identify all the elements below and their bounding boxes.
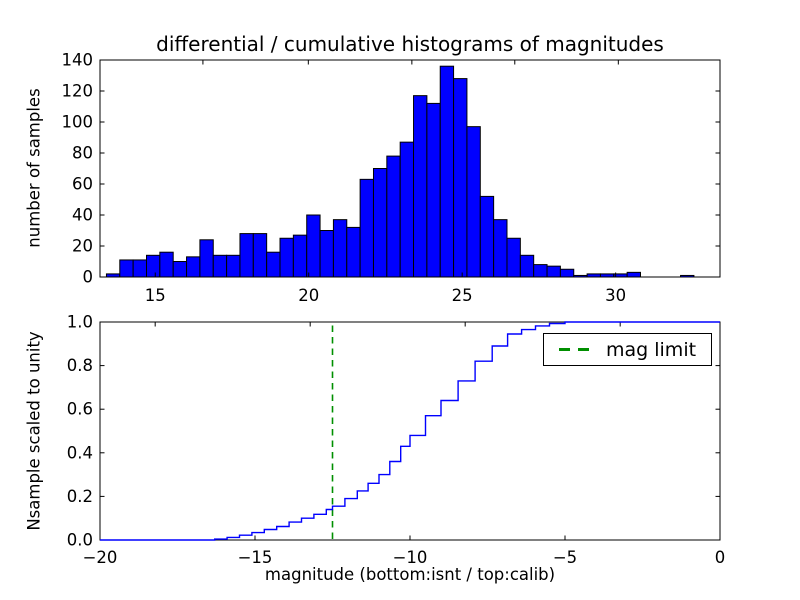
- y-tick-label: 120: [62, 82, 94, 101]
- histogram-bar: [453, 78, 468, 278]
- histogram-bar: [239, 233, 254, 278]
- histogram-bar: [372, 168, 388, 278]
- histogram-bar: [292, 234, 308, 278]
- histogram-bar: [439, 65, 455, 278]
- x-tick-label: −20: [83, 548, 118, 567]
- x-tick-label: −15: [238, 548, 273, 567]
- histogram-bar: [493, 219, 508, 278]
- histogram-bar: [479, 195, 495, 278]
- histogram-bar: [186, 256, 201, 278]
- histogram-bar: [226, 254, 241, 278]
- legend: mag limit: [543, 333, 712, 366]
- histogram-bar: [252, 233, 268, 278]
- y-tick-label: 140: [62, 51, 94, 70]
- x-tick-label: −10: [393, 548, 428, 567]
- histogram-bar: [533, 264, 548, 278]
- y-tick-label: 0.4: [67, 443, 93, 462]
- y-tick-label: 0.0: [67, 531, 93, 550]
- y-tick-label: 1.0: [67, 313, 93, 332]
- histogram-bar: [346, 226, 361, 278]
- legend-dashed-line-icon: [559, 348, 570, 351]
- y-tick-label: 0.8: [67, 356, 93, 375]
- chart-title: differential / cumulative histograms of …: [156, 32, 664, 56]
- cumulative-step-curve: [100, 321, 720, 541]
- histogram-bar: [466, 126, 481, 278]
- histogram-bar: [199, 239, 214, 278]
- y-tick-label: 0.2: [67, 487, 93, 506]
- x-tick-label: 15: [145, 286, 166, 305]
- histogram-bar: [266, 251, 281, 278]
- histogram-bar: [212, 254, 228, 278]
- y-tick-label: 80: [72, 144, 93, 163]
- histogram-bar: [506, 237, 521, 278]
- histogram-bar: [386, 155, 401, 278]
- y-tick-label: 100: [62, 113, 94, 132]
- x-tick-label: 0: [715, 548, 726, 567]
- y-tick-label: 40: [72, 206, 93, 225]
- y-tick-label: 0: [83, 268, 94, 287]
- histogram-bar: [426, 102, 441, 278]
- histogram-bar: [546, 265, 561, 278]
- x-tick-label: 20: [298, 286, 319, 305]
- histogram-bar: [332, 219, 348, 278]
- histogram-bar: [306, 214, 321, 278]
- x-tick-label: 30: [605, 286, 626, 305]
- histogram-bar: [519, 254, 535, 278]
- histogram-bar: [172, 261, 188, 278]
- histogram-bar: [559, 268, 575, 278]
- x-tick-label: 25: [452, 286, 473, 305]
- x-axis-label: magnitude (bottom:isnt / top:calib): [264, 565, 556, 584]
- bottom-y-axis-label: Nsample scaled to unity: [24, 331, 44, 531]
- histogram-bar: [399, 141, 415, 278]
- y-tick-label: 20: [72, 237, 93, 256]
- histogram-bar: [159, 251, 174, 278]
- histogram-bar: [119, 259, 134, 278]
- y-tick-label: 0.6: [67, 400, 93, 419]
- y-tick-label: 60: [72, 175, 93, 194]
- x-tick-label: −5: [553, 548, 577, 567]
- histogram-bar: [279, 237, 294, 278]
- histogram-bar: [132, 259, 147, 278]
- histogram-bar: [319, 230, 334, 278]
- histogram-bar: [146, 254, 161, 278]
- histogram-bar: [626, 271, 642, 278]
- top-plot-frame: [99, 59, 721, 278]
- top-y-axis-label: number of samples: [24, 88, 44, 248]
- histogram-bar: [359, 178, 374, 278]
- histogram-bar: [413, 95, 428, 278]
- legend-label: mag limit: [606, 338, 697, 361]
- legend-dashed-line-icon: [578, 348, 589, 351]
